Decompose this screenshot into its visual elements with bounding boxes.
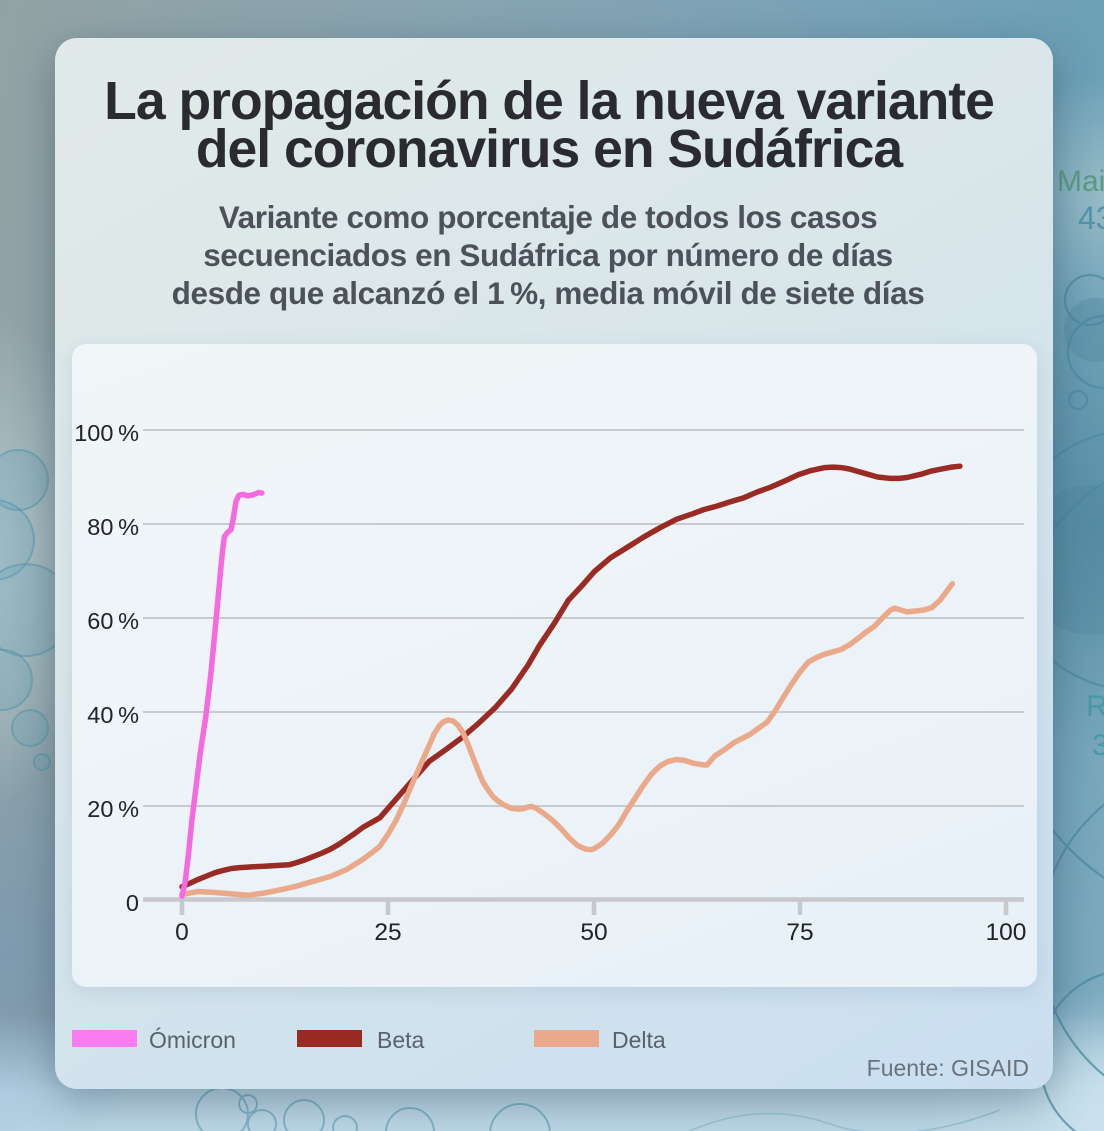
svg-text:75: 75 [786,919,813,946]
svg-text:R: R [1086,690,1104,723]
svg-text:80 %: 80 % [87,514,139,540]
svg-text:100: 100 [986,919,1027,946]
svg-text:Main: Main [1057,165,1104,198]
svg-text:20 %: 20 % [87,796,139,822]
svg-text:25: 25 [374,919,401,946]
svg-text:60 %: 60 % [87,608,139,634]
svg-text:40 %: 40 % [87,702,139,728]
svg-text:0: 0 [126,890,139,916]
svg-text:0: 0 [175,919,189,946]
svg-text:3: 3 [1092,729,1104,762]
svg-text:50: 50 [580,919,607,946]
svg-text:43: 43 [1078,200,1104,236]
svg-text:100 %: 100 % [74,420,139,446]
